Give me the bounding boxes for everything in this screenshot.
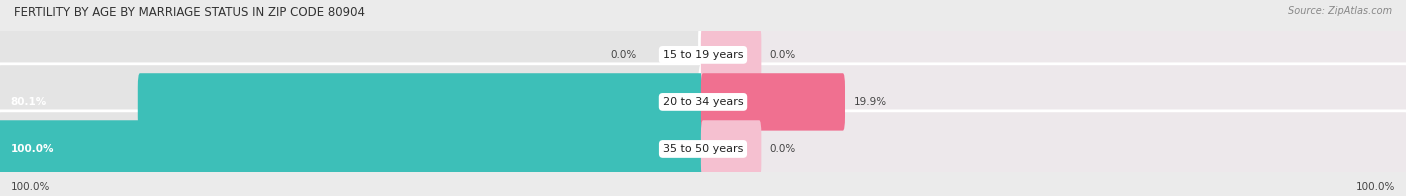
FancyBboxPatch shape	[700, 120, 762, 178]
Text: 0.0%: 0.0%	[610, 50, 637, 60]
FancyBboxPatch shape	[700, 64, 1406, 140]
FancyBboxPatch shape	[0, 120, 704, 178]
Text: 15 to 19 years: 15 to 19 years	[662, 50, 744, 60]
Text: 19.9%: 19.9%	[853, 97, 887, 107]
Text: 80.1%: 80.1%	[10, 97, 46, 107]
FancyBboxPatch shape	[700, 17, 1406, 93]
Text: 20 to 34 years: 20 to 34 years	[662, 97, 744, 107]
FancyBboxPatch shape	[0, 111, 707, 187]
Text: 100.0%: 100.0%	[10, 144, 53, 154]
FancyBboxPatch shape	[138, 73, 704, 131]
FancyBboxPatch shape	[700, 73, 845, 131]
Text: 100.0%: 100.0%	[11, 182, 51, 192]
FancyBboxPatch shape	[700, 26, 762, 83]
FancyBboxPatch shape	[700, 111, 1406, 187]
FancyBboxPatch shape	[0, 64, 707, 140]
FancyBboxPatch shape	[0, 17, 707, 93]
Text: 0.0%: 0.0%	[770, 50, 796, 60]
Text: Source: ZipAtlas.com: Source: ZipAtlas.com	[1288, 6, 1392, 16]
Text: 35 to 50 years: 35 to 50 years	[662, 144, 744, 154]
Text: 100.0%: 100.0%	[1355, 182, 1395, 192]
Text: 0.0%: 0.0%	[770, 144, 796, 154]
Text: FERTILITY BY AGE BY MARRIAGE STATUS IN ZIP CODE 80904: FERTILITY BY AGE BY MARRIAGE STATUS IN Z…	[14, 6, 366, 19]
